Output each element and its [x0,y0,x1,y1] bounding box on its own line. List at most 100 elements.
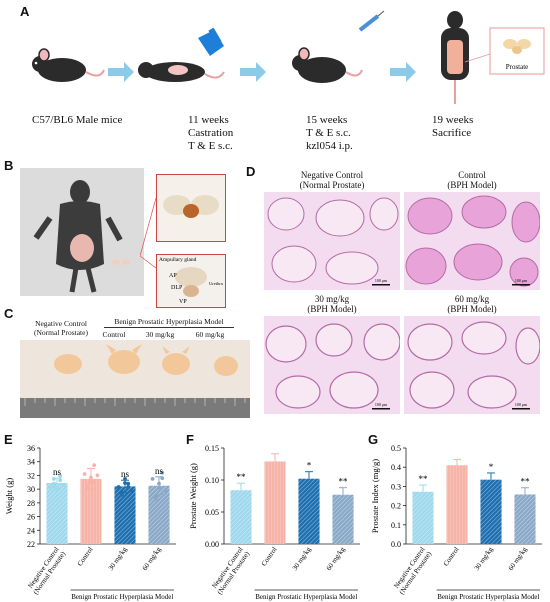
category-label: 60 mg/kg [325,545,347,572]
anatomy-label: DLP [171,285,183,291]
bar [480,479,502,544]
category-label: Control [76,546,95,568]
group-bph-line [104,327,234,328]
bar [514,494,536,544]
significance-label: ** [521,477,531,487]
y-tick-label: 32 [27,471,35,480]
significance-label: * [307,461,312,471]
arrow-icon [390,62,416,82]
data-point [129,488,134,493]
histo-title-30: 30 mg/kg (BPH Model) [262,294,402,314]
group-label: Benign Prostatic Hyperplasia Model [255,593,357,601]
y-tick-label: 0.1 [391,521,401,530]
timeline-step-3: 15 weeks T & E s.c. kzl054 i.p. [306,114,353,153]
y-tick-label: 26 [27,513,35,522]
y-tick-label: 34 [27,458,35,467]
histo-title-line: (BPH Model) [447,304,497,314]
data-point [58,478,63,483]
scale-bar-label: 100 μm [515,278,528,283]
step-line: 15 weeks [306,114,348,126]
data-point [92,480,97,485]
histo-title-negative: Negative Control (Normal Prostate) [262,170,402,190]
y-tick-label: 28 [27,499,35,508]
y-tick-label: 24 [27,526,35,535]
scale-bar-label: 100 μm [515,402,528,407]
anatomy-label: VP [179,299,187,305]
scale-bar-label: 100 μm [375,278,388,283]
step-line: Sacrifice [432,127,472,139]
panel-a-schematic: Prostate [32,10,545,104]
bar [446,465,468,544]
data-point [153,496,158,501]
bar [298,478,320,544]
y-tick-label: 0.10 [205,476,219,485]
histo-title-line: 60 mg/kg [454,294,490,304]
anatomy-label: AP [169,273,177,279]
data-point [116,485,121,489]
data-point [92,463,97,468]
histology-control: 100 μm [404,192,540,290]
step-line: 19 weeks [432,114,474,126]
panel-b-label: B [4,158,14,173]
sub-label-control: Control [102,330,126,339]
bar [114,486,136,544]
data-point [157,485,161,490]
histology-60: 100 μm [404,316,540,414]
significance-label: ** [339,477,349,487]
data-point [58,474,63,479]
panel-d-label: D [246,164,256,179]
histo-title-line: (BPH Model) [447,180,497,190]
y-tick-label: 0.05 [205,508,219,517]
glove-icon [198,27,224,56]
data-point [150,476,155,481]
mouse-icon [292,47,363,83]
bar [264,461,286,544]
arrow-icon [240,62,266,82]
data-point [85,485,90,489]
prostate-weight-chart: 0.00 0.05 0.10 0.15 Prostate Weight (g) ** Neg… [188,444,360,601]
y-tick-label: 22 [27,540,35,549]
data-point [123,476,127,481]
sub-label-60: 60 mg/kg [195,330,225,339]
bar [332,494,354,544]
histology-30: 100 μm [264,316,400,414]
histo-title-line: (Normal Prostate) [299,180,365,190]
panel-c-label: C [4,306,14,321]
category-label: 30 mg/kg [291,545,313,572]
group-bph-label: Benign Prostatic Hyperplasia Model [114,317,224,326]
data-point [61,483,66,487]
prostate-inset-label: Prostate [506,63,529,71]
group-negative-line: (Normal Prostate) [34,328,88,337]
sub-label-30: 30 mg/kg [145,330,175,339]
dissected-mouse-photo [20,168,144,296]
panel-f-label: F [186,432,194,447]
significance-label: * [489,462,494,472]
timeline-step-4: 19 weeks Sacrifice [432,114,473,140]
y-tick-label: 0.5 [391,444,401,453]
data-point [48,485,53,489]
group-label: Benign Prostatic Hyperplasia Model [437,593,539,601]
bar [412,491,434,544]
bar [46,482,68,544]
significance-label: ns [155,466,164,476]
timeline-step-2: 11 weeks Castration T & E s.c. [188,114,233,153]
prostate-anatomy-photo: Ampullary gland AP DLP VP Urethra [156,254,226,308]
anatomy-label: Ampullary gland [159,257,197,263]
data-point [82,472,87,476]
step-line: 11 weeks [188,114,229,126]
y-tick-label: 0.4 [391,463,401,472]
step-line: C57/BL6 Male mice [32,114,123,126]
mouse-icon [32,48,105,82]
significance-label: ns [121,469,130,479]
data-point [51,476,56,481]
step-line: Castration [188,127,234,139]
y-tick-label: 30 [27,485,35,494]
y-tick-label: 0.15 [205,444,219,453]
data-point [160,476,165,481]
histo-title-line: Negative Control [300,170,364,180]
histo-title-line: (BPH Model) [307,304,357,314]
panel-g-label: G [368,432,379,447]
excised-prostates-photo [20,340,250,418]
category-label: Negative Control(Normal Prostate) [209,545,251,596]
prostate-icon [503,39,531,54]
